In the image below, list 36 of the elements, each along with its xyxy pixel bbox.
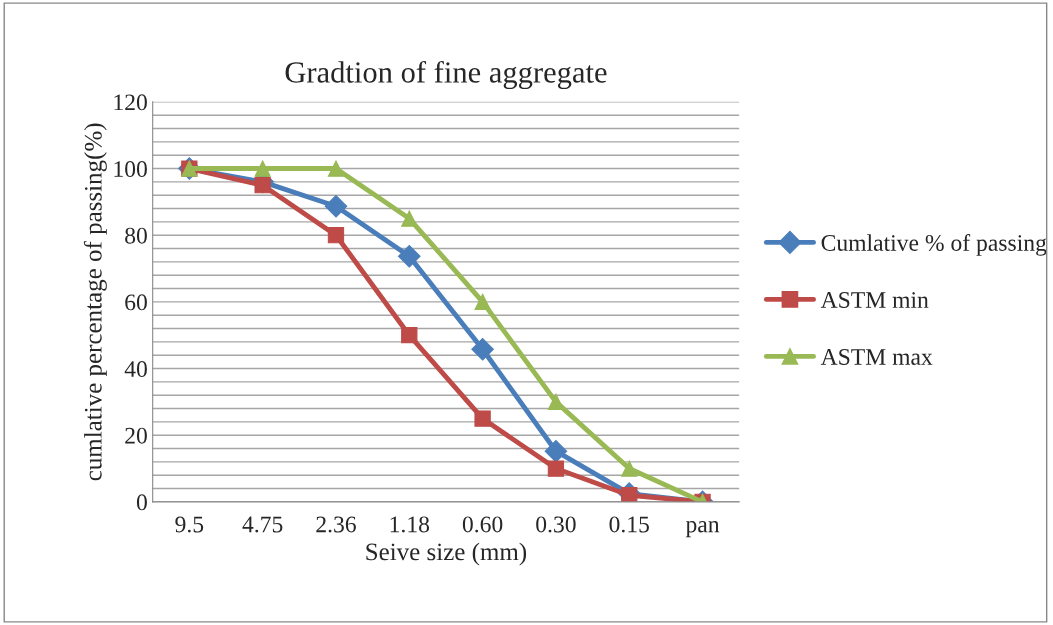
x-tick-label: 2.36 — [316, 516, 356, 533]
y-tick-label: 20 — [125, 427, 147, 444]
x-tick-label: 0.30 — [536, 516, 576, 533]
chart-title: Gradtion of fine aggregate — [285, 60, 607, 90]
y-tick-label: 100 — [114, 161, 147, 177]
point — [397, 244, 421, 268]
point — [401, 210, 418, 227]
legend-label: Cumlative % of passing — [821, 234, 1047, 256]
y-tick-label: 0 — [136, 494, 147, 511]
point — [401, 327, 418, 344]
point — [254, 160, 271, 177]
x-tick-label: pan — [685, 521, 720, 538]
point — [621, 460, 638, 477]
point — [547, 460, 565, 477]
x-tick-label: 0.60 — [462, 516, 503, 533]
point — [474, 410, 491, 427]
y-axis-title: cumlative percentage of passing(%) — [83, 123, 107, 481]
y-tick-label: 60 — [125, 294, 147, 311]
point — [327, 227, 345, 244]
point — [327, 160, 345, 177]
point — [324, 194, 348, 218]
x-tick-label: 9.5 — [175, 516, 204, 533]
point — [474, 293, 491, 311]
x-tick-label: 4.75 — [242, 516, 283, 533]
point — [621, 487, 638, 502]
legend-label: ASTM min — [820, 292, 929, 308]
x-tick-label: 1.18 — [390, 516, 430, 533]
x-tick-label: 0.15 — [609, 516, 649, 533]
legend-label: ASTM max — [820, 349, 933, 365]
point — [254, 177, 271, 194]
x-axis-title: Seive size (mm) — [366, 542, 527, 566]
y-tick-label: 80 — [125, 227, 147, 244]
point — [544, 439, 568, 463]
point — [471, 337, 494, 361]
y-tick-label: 40 — [124, 361, 147, 377]
y-tick-label: 120 — [114, 94, 147, 111]
